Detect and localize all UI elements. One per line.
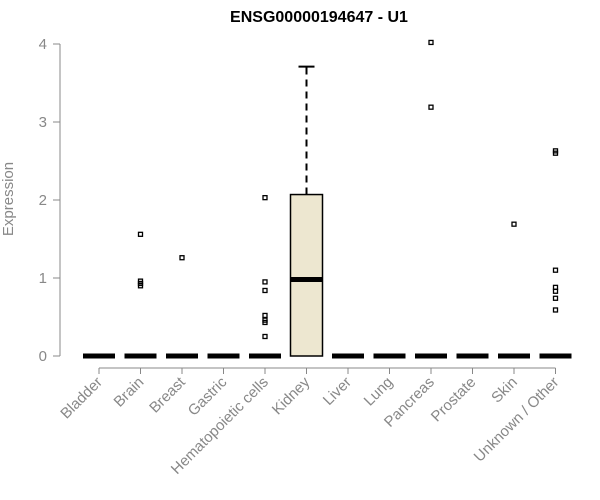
box-group xyxy=(249,195,281,359)
box-group xyxy=(498,221,530,359)
outlier-point xyxy=(262,333,268,340)
outlier-point xyxy=(262,319,268,326)
outlier-point xyxy=(428,39,434,46)
y-tick-label: 2 xyxy=(39,192,47,209)
box xyxy=(289,193,324,357)
outlier-point xyxy=(262,195,268,201)
box-group xyxy=(166,255,198,359)
x-tick-label: Prostate xyxy=(428,374,480,426)
outlier-point xyxy=(552,150,559,156)
outlier-point xyxy=(552,295,559,301)
x-tick-label: Liver xyxy=(320,374,355,409)
box-group xyxy=(289,65,324,357)
outlier-point xyxy=(137,231,144,237)
chart-title: ENSG00000194647 - U1 xyxy=(230,9,408,26)
outlier-point xyxy=(511,221,517,227)
y-tick-label: 1 xyxy=(39,270,47,287)
outlier-point xyxy=(552,288,559,294)
outlier-point xyxy=(428,104,434,110)
outlier-point xyxy=(137,283,144,289)
y-axis-label: Expression xyxy=(0,162,17,236)
box-group xyxy=(124,231,157,359)
x-tick-label: Bladder xyxy=(57,374,106,423)
outlier-point xyxy=(552,267,559,273)
y-tick-label: 4 xyxy=(39,36,47,53)
outlier-point xyxy=(262,279,268,285)
box-group xyxy=(415,39,447,359)
x-tick-label: Breast xyxy=(146,373,189,416)
box-group xyxy=(539,148,572,359)
outlier-point xyxy=(262,287,268,294)
x-tick-label: Brain xyxy=(111,374,148,411)
x-tick-label: Kidney xyxy=(269,373,314,418)
box-marks xyxy=(83,39,572,359)
outlier-point xyxy=(179,255,185,261)
y-tick-label: 0 xyxy=(39,348,47,365)
outlier-point xyxy=(262,312,268,319)
y-axis: 0 1 2 3 4 xyxy=(39,36,61,365)
y-tick-label: 3 xyxy=(39,114,47,131)
x-tick-label: Lung xyxy=(361,374,397,410)
outlier-point xyxy=(552,307,559,313)
x-tick-label: Skin xyxy=(488,374,521,407)
